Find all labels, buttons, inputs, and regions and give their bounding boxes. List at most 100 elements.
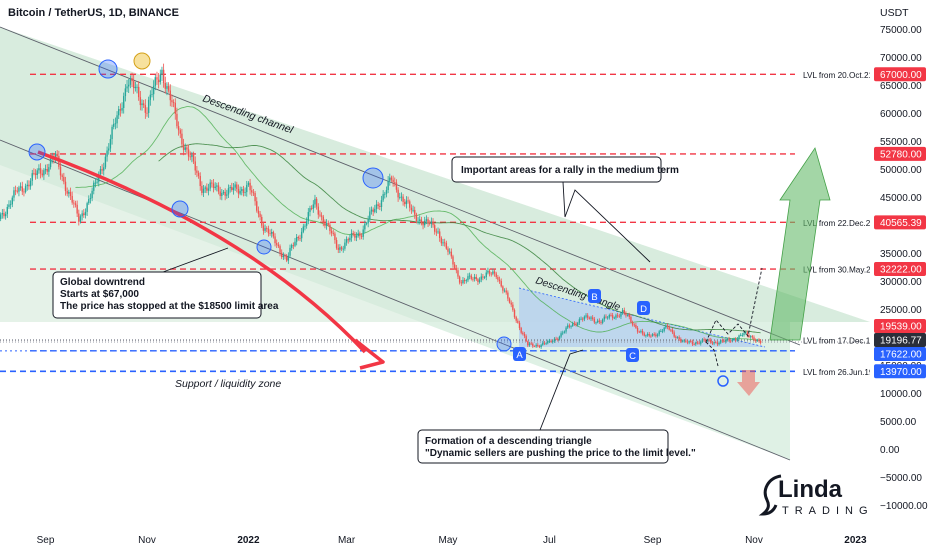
candle-body: [743, 333, 745, 335]
candle-body: [339, 247, 341, 250]
candle-body: [285, 256, 288, 261]
candle-body: [525, 336, 527, 342]
candle-body: [264, 228, 266, 231]
candle-body: [377, 204, 379, 207]
candle-body: [320, 215, 323, 217]
candle-body: [227, 188, 230, 195]
candle-body: [673, 332, 675, 337]
candle-body: [21, 186, 23, 192]
candle-body: [685, 340, 687, 342]
candle-body: [305, 221, 308, 226]
global-downtrend-title: Global downtrend: [60, 277, 145, 288]
candle-body: [618, 315, 620, 317]
candle-body: [114, 123, 117, 125]
candle-body: [81, 213, 83, 217]
candle-body: [8, 204, 10, 207]
x-tick-label: Sep: [644, 535, 662, 546]
candle-body: [374, 208, 376, 212]
candle-body: [520, 327, 522, 333]
candle-body: [46, 169, 48, 172]
candle-body: [16, 190, 18, 192]
candle-body: [169, 90, 171, 101]
candle-body: [691, 341, 694, 345]
candle-body: [625, 313, 627, 316]
candle-body: [480, 276, 482, 280]
candle-body: [753, 337, 755, 341]
time-axis[interactable]: [0, 530, 870, 550]
candle-body: [312, 204, 314, 209]
candle-body: [626, 315, 629, 316]
candle-body: [142, 103, 145, 106]
candle-body: [79, 216, 82, 222]
candle-body: [628, 315, 630, 317]
candle-body: [295, 237, 298, 242]
candle-body: [357, 233, 359, 236]
candle-body: [224, 191, 226, 196]
candle-body: [645, 335, 647, 337]
candle-body: [234, 184, 236, 188]
important-areas-callout: [562, 181, 651, 263]
candle-body: [498, 279, 501, 282]
candle-body: [458, 276, 461, 283]
candle-body: [582, 318, 584, 320]
candle-body: [216, 185, 218, 187]
candle-body: [611, 315, 614, 318]
candle-body: [64, 181, 67, 191]
candle-body: [325, 223, 328, 226]
logo-sub: TRADING: [782, 505, 874, 517]
candle-body: [535, 344, 537, 347]
candle-body: [380, 200, 383, 207]
candle-body: [400, 196, 403, 198]
candle-body: [322, 216, 324, 223]
candle-body: [354, 233, 356, 238]
candle-body: [422, 223, 424, 226]
candle-body: [355, 235, 358, 238]
candle-body: [407, 200, 409, 202]
bullish-arrow-icon: [769, 147, 831, 341]
candle-body: [472, 278, 474, 280]
candle-body: [591, 317, 594, 319]
candle-body: [86, 203, 88, 212]
candle-body: [585, 315, 587, 317]
candle-body: [666, 325, 669, 328]
candle-body: [197, 172, 200, 176]
candle-body: [151, 94, 153, 96]
candle-body: [369, 211, 371, 220]
candle-body: [131, 78, 133, 82]
candle-body: [419, 219, 421, 221]
candle-body: [711, 342, 714, 344]
candle-body: [34, 173, 37, 176]
candle-body: [663, 327, 665, 331]
candle-body: [648, 334, 650, 336]
candle-body: [636, 327, 639, 332]
candle-body: [656, 334, 659, 337]
x-tick-label: Nov: [745, 535, 763, 546]
candle-body: [347, 239, 349, 241]
candle-body: [118, 109, 120, 116]
point-a-label: A: [516, 350, 523, 361]
candle-body: [478, 279, 481, 283]
candle-body: [89, 198, 92, 200]
candle-body: [575, 323, 577, 326]
candle-body: [207, 188, 210, 191]
triangle-formation-box: [417, 429, 669, 464]
candle-body: [759, 340, 762, 343]
candle-body: [307, 212, 310, 222]
candle-body: [706, 339, 709, 342]
x-tick-label: Mar: [338, 535, 356, 546]
top-pivot-circle: [133, 52, 151, 70]
candle-body: [616, 315, 619, 317]
candle-body: [103, 167, 105, 171]
candle-body: [522, 332, 524, 334]
candle-body: [495, 273, 497, 278]
candle-body: [149, 94, 152, 100]
candle-body: [670, 329, 672, 331]
candle-body: [447, 248, 449, 252]
candle-body: [605, 316, 607, 318]
candle-body: [182, 144, 185, 150]
candle-body: [562, 332, 564, 334]
price-label-text: 40565.39: [880, 218, 922, 229]
candle-body: [448, 251, 451, 253]
